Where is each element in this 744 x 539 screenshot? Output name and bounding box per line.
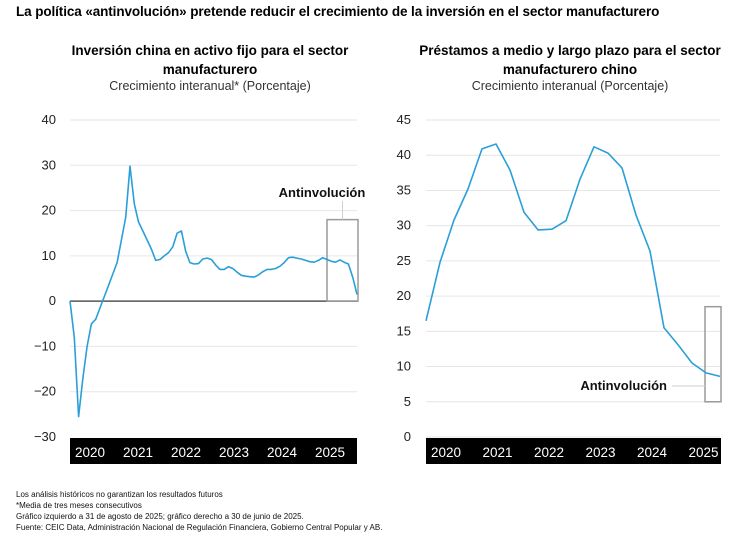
right-ytick-label: 30 [397, 218, 411, 233]
left-ytick-label: 20 [42, 203, 56, 218]
right-antinvolution-box [704, 305, 722, 403]
left-xaxis-band [70, 438, 357, 464]
left-chart: 40 30 20 10 0 −10 −20 −30 2020 2021 2022 2023 2024 20… [34, 112, 365, 464]
right-ytick-label: 35 [397, 182, 411, 197]
footnotes: Los análisis históricos no garantizan lo… [16, 489, 382, 533]
right-ytick-label: 15 [397, 323, 411, 338]
right-ytick-label: 5 [404, 394, 411, 409]
right-series-line [425, 143, 721, 378]
right-xtick-label: 2020 [431, 445, 461, 460]
right-xtick-label: 2023 [585, 445, 615, 460]
left-ytick-label: −30 [34, 429, 56, 444]
right-xtick-label: 2022 [534, 445, 564, 460]
right-antinvolution-label: Antinvolución [580, 378, 667, 393]
right-ytick-label: 45 [397, 112, 411, 127]
left-ytick-label: 30 [42, 157, 56, 172]
left-series-line [69, 165, 358, 418]
right-xtick-label: 2024 [637, 445, 668, 460]
right-ytick-label: 20 [397, 288, 411, 303]
left-antinvolution-label: Antinvolución [279, 185, 366, 200]
footnote-dates: Gráfico izquierdo a 31 de agosto de 2025… [16, 512, 304, 521]
left-antinvolution-box [326, 218, 359, 302]
right-chart-subtitle: Crecimiento interanual (Porcentaje) [471, 79, 669, 93]
left-chart-title-line-2: manufacturero [162, 62, 258, 77]
right-chart-title-line-1: Préstamos a medio y largo plazo para el … [419, 43, 721, 58]
right-xtick-label: 2021 [482, 445, 512, 460]
footnote-average: *Media de tres meses consecutivos [16, 501, 142, 510]
left-ytick-label: −10 [34, 338, 56, 353]
right-ytick-label: 25 [397, 253, 411, 268]
left-xtick-label: 2022 [171, 445, 201, 460]
right-xtick-label: 2025 [688, 445, 718, 460]
left-chart-title: Inversión china en activo fijo para el s… [40, 41, 380, 79]
right-ytick-label: 10 [397, 359, 411, 374]
right-xaxis-band [426, 438, 721, 464]
right-ytick-label: 40 [397, 147, 411, 162]
right-ytick-label: 0 [404, 429, 411, 444]
footnote-source: Fuente: CEIC Data, Administración Nacion… [16, 523, 383, 532]
left-ytick-label: 10 [42, 248, 56, 263]
left-ytick-label: 0 [49, 293, 56, 308]
right-chart-title: Préstamos a medio y largo plazo para el … [400, 41, 740, 79]
left-xtick-label: 2024 [267, 445, 298, 460]
left-ytick-label: 40 [42, 112, 56, 127]
right-chart: 45 40 35 30 25 20 15 10 5 0 2020 2021 2022 2023 2024 20… [397, 112, 722, 464]
footnote-disclaimer: Los análisis históricos no garantizan lo… [16, 490, 223, 499]
left-xtick-label: 2021 [123, 445, 153, 460]
right-chart-title-line-2: manufacturero chino [502, 62, 638, 77]
left-xtick-label: 2020 [75, 445, 105, 460]
left-chart-title-line-1: Inversión china en activo fijo para el s… [71, 43, 349, 58]
left-ytick-label: −20 [34, 384, 56, 399]
left-xtick-label: 2025 [315, 445, 345, 460]
left-xtick-label: 2023 [219, 445, 249, 460]
main-title: La política «antinvolución» pretende red… [16, 4, 660, 19]
left-chart-subtitle: Crecimiento interanual* (Porcentaje) [109, 79, 311, 93]
